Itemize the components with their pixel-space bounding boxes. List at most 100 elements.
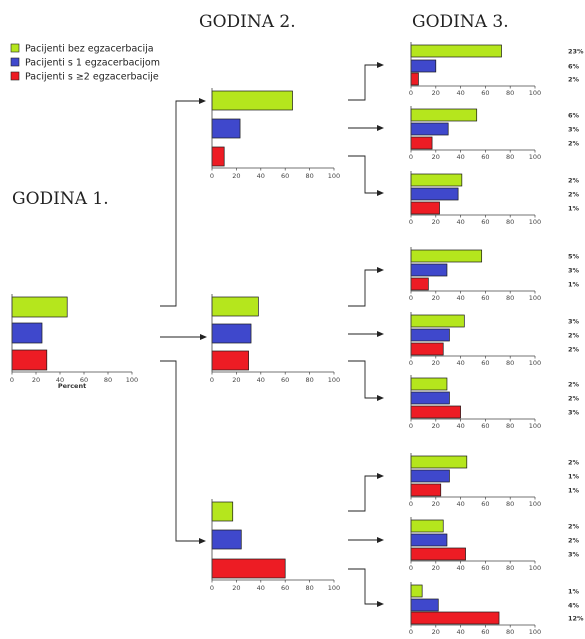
tick-label: 40 <box>257 376 265 384</box>
bar-two-plus-exacerbations <box>410 611 500 625</box>
bar-one-exacerbation <box>410 469 450 483</box>
tick-label: 80 <box>506 422 514 430</box>
connector-arrow <box>160 360 206 544</box>
percent-label-two-plus-exacerbations: 2% <box>568 76 580 84</box>
percent-label-two-plus-exacerbations: 1% <box>568 205 580 213</box>
tick-label: 20 <box>32 376 40 384</box>
percent-label-one-exacerbation: 2% <box>568 332 580 340</box>
tick-label: 0 <box>409 294 413 302</box>
tick-label: 60 <box>481 628 489 636</box>
bar-one-exacerbation <box>211 323 252 344</box>
chart-panels: 0 20 40 60 80 100 Percent 0 20 40 60 80 100 0 20 40 60 80… <box>10 42 584 636</box>
bar-two-plus-exacerbations <box>410 136 433 150</box>
tick-label: 40 <box>456 500 464 508</box>
bar-no-exacerbation <box>410 108 478 122</box>
tick-label: 100 <box>529 294 541 302</box>
panel-year-3-5: 0 20 40 60 80 100 3% 2% 2% <box>409 312 580 367</box>
tick-label: 20 <box>432 500 440 508</box>
tick-label: 100 <box>529 218 541 226</box>
tick-label: 60 <box>481 153 489 161</box>
tick-label: 20 <box>432 564 440 572</box>
bar-two-plus-exacerbations <box>211 558 286 579</box>
tick-label: 0 <box>10 376 14 384</box>
legend-label-one-exacerbation: Pacijenti s 1 egzacerbacijom <box>25 58 160 69</box>
legend-label-two-plus-exacerbations: Pacijenti s ≥2 egzacerbacije <box>25 72 159 83</box>
bar-no-exacerbation <box>410 377 448 391</box>
legend-swatch-one-exacerbation <box>10 57 20 67</box>
panel-year-3-2: 0 20 40 60 80 100 6% 3% 2% <box>409 106 580 161</box>
bar-two-plus-exacerbations <box>410 72 419 86</box>
tick-label: 60 <box>281 172 289 180</box>
tick-label: 80 <box>506 628 514 636</box>
bar-one-exacerbation <box>410 122 449 136</box>
bar-no-exacerbation <box>211 296 259 317</box>
connector-arrow <box>348 267 384 307</box>
tick-label: 80 <box>305 376 313 384</box>
tick-label: 40 <box>456 422 464 430</box>
tick-label: 100 <box>328 376 340 384</box>
tick-label: 0 <box>210 172 214 180</box>
tick-label: 60 <box>281 584 289 592</box>
percent-label-no-exacerbation: 6% <box>568 112 580 120</box>
percent-label-no-exacerbation: 1% <box>568 588 580 596</box>
tick-label: 80 <box>506 153 514 161</box>
tick-label: 60 <box>481 294 489 302</box>
tick-label: 20 <box>232 376 240 384</box>
tick-label: 100 <box>529 89 541 97</box>
panel-year-3-6: 0 20 40 60 80 100 2% 2% 3% <box>409 375 580 430</box>
percent-label-no-exacerbation: 5% <box>568 253 580 261</box>
tick-label: 40 <box>456 564 464 572</box>
bar-one-exacerbation <box>410 598 439 612</box>
connector-arrow <box>348 473 384 512</box>
tick-label: 80 <box>305 172 313 180</box>
bar-no-exacerbation <box>410 519 444 533</box>
percent-label-two-plus-exacerbations: 2% <box>568 140 580 148</box>
percent-label-no-exacerbation: 2% <box>568 523 580 531</box>
tick-label: 100 <box>529 564 541 572</box>
tick-label: 20 <box>232 584 240 592</box>
tick-label: 0 <box>409 564 413 572</box>
connector-arrow <box>348 62 384 101</box>
panel-year-3-8: 0 20 40 60 80 100 2% 2% 3% <box>409 517 580 572</box>
tick-label: 40 <box>257 584 265 592</box>
tick-label: 80 <box>506 218 514 226</box>
percent-label-no-exacerbation: 2% <box>568 381 580 389</box>
tick-label: 100 <box>529 628 541 636</box>
header-year-3: GODINA 3. <box>412 12 509 32</box>
percent-label-no-exacerbation: 2% <box>568 459 580 467</box>
tick-label: 20 <box>432 359 440 367</box>
bar-one-exacerbation <box>211 118 241 139</box>
tick-label: 80 <box>104 376 112 384</box>
bar-one-exacerbation <box>410 391 450 405</box>
percent-label-two-plus-exacerbations: 1% <box>568 281 580 289</box>
tick-label: 40 <box>456 218 464 226</box>
tick-label: 20 <box>432 153 440 161</box>
tick-label: 40 <box>456 359 464 367</box>
bar-no-exacerbation <box>410 44 502 58</box>
tree-connectors <box>160 62 384 607</box>
tick-label: 20 <box>232 172 240 180</box>
bar-no-exacerbation <box>410 249 483 263</box>
x-axis-title: Percent <box>58 382 86 390</box>
legend-swatch-two-plus-exacerbations <box>10 71 20 81</box>
percent-label-one-exacerbation: 2% <box>568 395 580 403</box>
tick-label: 40 <box>456 628 464 636</box>
connector-arrow <box>348 568 384 607</box>
bar-two-plus-exacerbations <box>410 405 461 419</box>
panel-year-3-3: 0 20 40 60 80 100 2% 2% 1% <box>409 171 580 226</box>
bar-one-exacerbation <box>410 59 437 73</box>
legend-label-no-exacerbation: Pacijenti bez egzacerbacija <box>25 44 154 55</box>
tick-label: 60 <box>281 376 289 384</box>
tick-label: 100 <box>529 500 541 508</box>
bar-one-exacerbation <box>410 263 448 277</box>
tick-label: 0 <box>409 500 413 508</box>
tick-label: 80 <box>506 500 514 508</box>
tick-label: 100 <box>126 376 138 384</box>
tick-label: 100 <box>529 153 541 161</box>
bar-one-exacerbation <box>410 328 450 342</box>
bar-one-exacerbation <box>410 187 459 201</box>
tick-label: 60 <box>481 359 489 367</box>
percent-label-two-plus-exacerbations: 2% <box>568 346 580 354</box>
bar-two-plus-exacerbations <box>211 350 249 371</box>
panel-year-3-9: 0 20 40 60 80 100 1% 4% 12% <box>409 582 584 636</box>
